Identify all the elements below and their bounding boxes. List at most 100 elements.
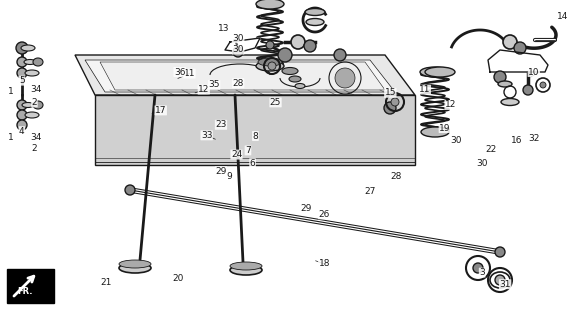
- Text: 19: 19: [439, 124, 451, 132]
- Text: 2: 2: [32, 98, 37, 107]
- Circle shape: [540, 82, 546, 88]
- Text: 14: 14: [557, 12, 568, 20]
- Ellipse shape: [305, 9, 325, 15]
- Ellipse shape: [498, 81, 512, 87]
- Text: 33: 33: [201, 131, 212, 140]
- Ellipse shape: [258, 58, 282, 66]
- Text: 12: 12: [445, 100, 456, 109]
- Ellipse shape: [295, 84, 305, 89]
- Text: 32: 32: [528, 134, 540, 143]
- Circle shape: [268, 62, 276, 70]
- Text: 36: 36: [174, 68, 185, 76]
- Circle shape: [233, 47, 243, 57]
- Text: 8: 8: [253, 132, 258, 140]
- Text: 5: 5: [19, 76, 25, 85]
- Ellipse shape: [501, 99, 519, 106]
- Ellipse shape: [33, 58, 43, 66]
- Text: 28: 28: [390, 172, 402, 180]
- Circle shape: [334, 49, 346, 61]
- Circle shape: [17, 68, 27, 78]
- Circle shape: [473, 263, 483, 273]
- Polygon shape: [85, 60, 395, 92]
- Text: 2: 2: [32, 144, 37, 153]
- Text: 30: 30: [232, 34, 244, 43]
- Circle shape: [494, 71, 506, 83]
- Ellipse shape: [282, 68, 298, 75]
- Text: 17: 17: [155, 106, 166, 115]
- Text: 35: 35: [208, 80, 220, 89]
- Circle shape: [17, 120, 27, 130]
- Circle shape: [17, 110, 27, 120]
- Text: FR.: FR.: [17, 287, 33, 297]
- Circle shape: [125, 185, 135, 195]
- Polygon shape: [488, 50, 548, 72]
- Circle shape: [278, 48, 292, 62]
- Text: 34: 34: [30, 133, 41, 142]
- Text: 23: 23: [215, 120, 227, 129]
- Text: 15: 15: [385, 88, 396, 97]
- Ellipse shape: [119, 263, 151, 273]
- Circle shape: [291, 35, 305, 49]
- Text: 18: 18: [319, 260, 330, 268]
- FancyBboxPatch shape: [7, 269, 54, 303]
- Text: 22: 22: [485, 145, 497, 154]
- Ellipse shape: [25, 112, 39, 118]
- Circle shape: [384, 102, 396, 114]
- Text: 16: 16: [511, 136, 522, 145]
- Ellipse shape: [24, 60, 36, 65]
- Ellipse shape: [21, 45, 35, 51]
- Text: 11: 11: [184, 69, 195, 78]
- Text: 30: 30: [451, 136, 462, 145]
- Ellipse shape: [256, 61, 284, 71]
- Ellipse shape: [119, 260, 151, 268]
- Ellipse shape: [420, 67, 450, 77]
- Text: 13: 13: [218, 24, 230, 33]
- Polygon shape: [95, 95, 415, 165]
- Circle shape: [495, 275, 505, 285]
- Circle shape: [17, 100, 27, 110]
- Text: 25: 25: [270, 98, 281, 107]
- Ellipse shape: [421, 127, 449, 137]
- Text: 29: 29: [300, 204, 312, 213]
- Text: 12: 12: [198, 85, 210, 94]
- Polygon shape: [100, 62, 385, 90]
- Ellipse shape: [289, 76, 301, 82]
- Ellipse shape: [22, 102, 34, 108]
- Circle shape: [495, 247, 505, 257]
- Circle shape: [514, 42, 526, 54]
- Ellipse shape: [256, 0, 284, 9]
- Polygon shape: [225, 38, 260, 52]
- Text: 31: 31: [499, 280, 511, 289]
- Text: 21: 21: [100, 278, 112, 287]
- Circle shape: [391, 98, 399, 106]
- Text: 9: 9: [227, 172, 232, 180]
- Circle shape: [16, 42, 28, 54]
- Text: 1: 1: [7, 87, 13, 96]
- Circle shape: [503, 35, 517, 49]
- Text: 7: 7: [245, 146, 251, 155]
- Text: 10: 10: [528, 68, 540, 76]
- Ellipse shape: [230, 262, 262, 270]
- Text: 30: 30: [476, 159, 488, 168]
- Ellipse shape: [306, 19, 324, 26]
- Ellipse shape: [230, 265, 262, 275]
- Circle shape: [523, 85, 533, 95]
- Text: 34: 34: [30, 85, 41, 94]
- Text: 30: 30: [232, 45, 244, 54]
- Text: 1: 1: [7, 133, 13, 142]
- Text: 6: 6: [250, 159, 255, 168]
- Text: 20: 20: [172, 274, 184, 283]
- Text: 4: 4: [19, 127, 25, 136]
- Text: 28: 28: [232, 79, 244, 88]
- Circle shape: [17, 57, 27, 67]
- Text: 11: 11: [419, 85, 430, 94]
- Ellipse shape: [33, 101, 43, 109]
- Circle shape: [304, 40, 316, 52]
- Ellipse shape: [425, 67, 455, 77]
- Circle shape: [266, 41, 274, 49]
- Ellipse shape: [25, 70, 39, 76]
- Text: 27: 27: [364, 188, 376, 196]
- Polygon shape: [75, 55, 415, 95]
- Circle shape: [335, 68, 355, 88]
- Text: 3: 3: [479, 268, 485, 277]
